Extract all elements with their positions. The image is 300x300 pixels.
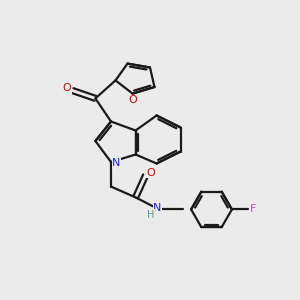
Text: O: O	[128, 95, 137, 105]
Text: N: N	[112, 158, 121, 169]
Text: F: F	[249, 204, 256, 214]
Text: O: O	[63, 83, 72, 93]
Text: H: H	[147, 209, 154, 220]
Text: O: O	[146, 167, 155, 178]
Text: N: N	[153, 202, 162, 213]
